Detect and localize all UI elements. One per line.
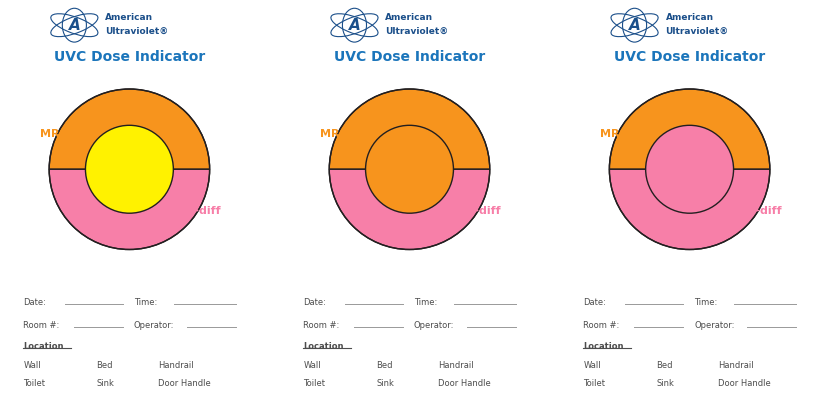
Text: Door Handle: Door Handle	[718, 379, 771, 388]
Circle shape	[365, 125, 454, 213]
Wedge shape	[609, 169, 770, 249]
Text: Handrail: Handrail	[158, 361, 194, 370]
Text: Door Handle: Door Handle	[158, 379, 211, 388]
Wedge shape	[329, 89, 490, 169]
Text: C-diff: C-diff	[747, 206, 781, 216]
Text: Operator:: Operator:	[694, 321, 735, 330]
Text: Operator:: Operator:	[133, 321, 174, 330]
Text: Wall: Wall	[303, 361, 321, 370]
Wedge shape	[609, 89, 770, 169]
Text: Room #:: Room #:	[303, 321, 340, 330]
Text: Sink: Sink	[377, 379, 394, 388]
Text: Sink: Sink	[97, 379, 114, 388]
Text: Location: Location	[583, 343, 624, 351]
Text: Room #:: Room #:	[23, 321, 60, 330]
Wedge shape	[49, 169, 210, 249]
Text: Date:: Date:	[583, 298, 606, 307]
Text: C-diff: C-diff	[467, 206, 501, 216]
Text: Door Handle: Door Handle	[438, 379, 491, 388]
Text: Sink: Sink	[657, 379, 674, 388]
Text: UVC Dose Indicator: UVC Dose Indicator	[334, 50, 485, 64]
Text: MRSA: MRSA	[320, 129, 356, 139]
Text: A: A	[69, 18, 80, 33]
Text: American: American	[386, 13, 433, 22]
Text: Bed: Bed	[97, 361, 113, 370]
Text: Ultraviolet®: Ultraviolet®	[106, 27, 169, 36]
Text: Room #:: Room #:	[583, 321, 620, 330]
Text: American: American	[106, 13, 153, 22]
Wedge shape	[329, 169, 490, 249]
Text: American: American	[666, 13, 713, 22]
Text: Handrail: Handrail	[438, 361, 474, 370]
Text: Location: Location	[23, 343, 64, 351]
Text: Time:: Time:	[133, 298, 157, 307]
Text: Bed: Bed	[377, 361, 393, 370]
Text: MRSA: MRSA	[600, 129, 636, 139]
Text: C-diff: C-diff	[187, 206, 221, 216]
Text: Wall: Wall	[583, 361, 601, 370]
Text: MRSA: MRSA	[40, 129, 76, 139]
Text: Time:: Time:	[414, 298, 437, 307]
Text: UVC Dose Indicator: UVC Dose Indicator	[614, 50, 765, 64]
Text: Ultraviolet®: Ultraviolet®	[386, 27, 449, 36]
Circle shape	[85, 125, 174, 213]
Text: Toilet: Toilet	[303, 379, 325, 388]
Text: Date:: Date:	[303, 298, 326, 307]
Text: A: A	[629, 18, 640, 33]
Text: A: A	[349, 18, 360, 33]
Text: Operator:: Operator:	[414, 321, 455, 330]
Text: Toilet: Toilet	[583, 379, 605, 388]
Text: Handrail: Handrail	[718, 361, 754, 370]
Text: Date:: Date:	[23, 298, 46, 307]
Text: Location: Location	[303, 343, 344, 351]
Text: UVC Dose Indicator: UVC Dose Indicator	[54, 50, 205, 64]
Text: Wall: Wall	[23, 361, 41, 370]
Wedge shape	[49, 89, 210, 169]
Text: Bed: Bed	[657, 361, 673, 370]
Circle shape	[645, 125, 734, 213]
Text: Time:: Time:	[694, 298, 717, 307]
Text: Ultraviolet®: Ultraviolet®	[666, 27, 729, 36]
Text: Toilet: Toilet	[23, 379, 45, 388]
